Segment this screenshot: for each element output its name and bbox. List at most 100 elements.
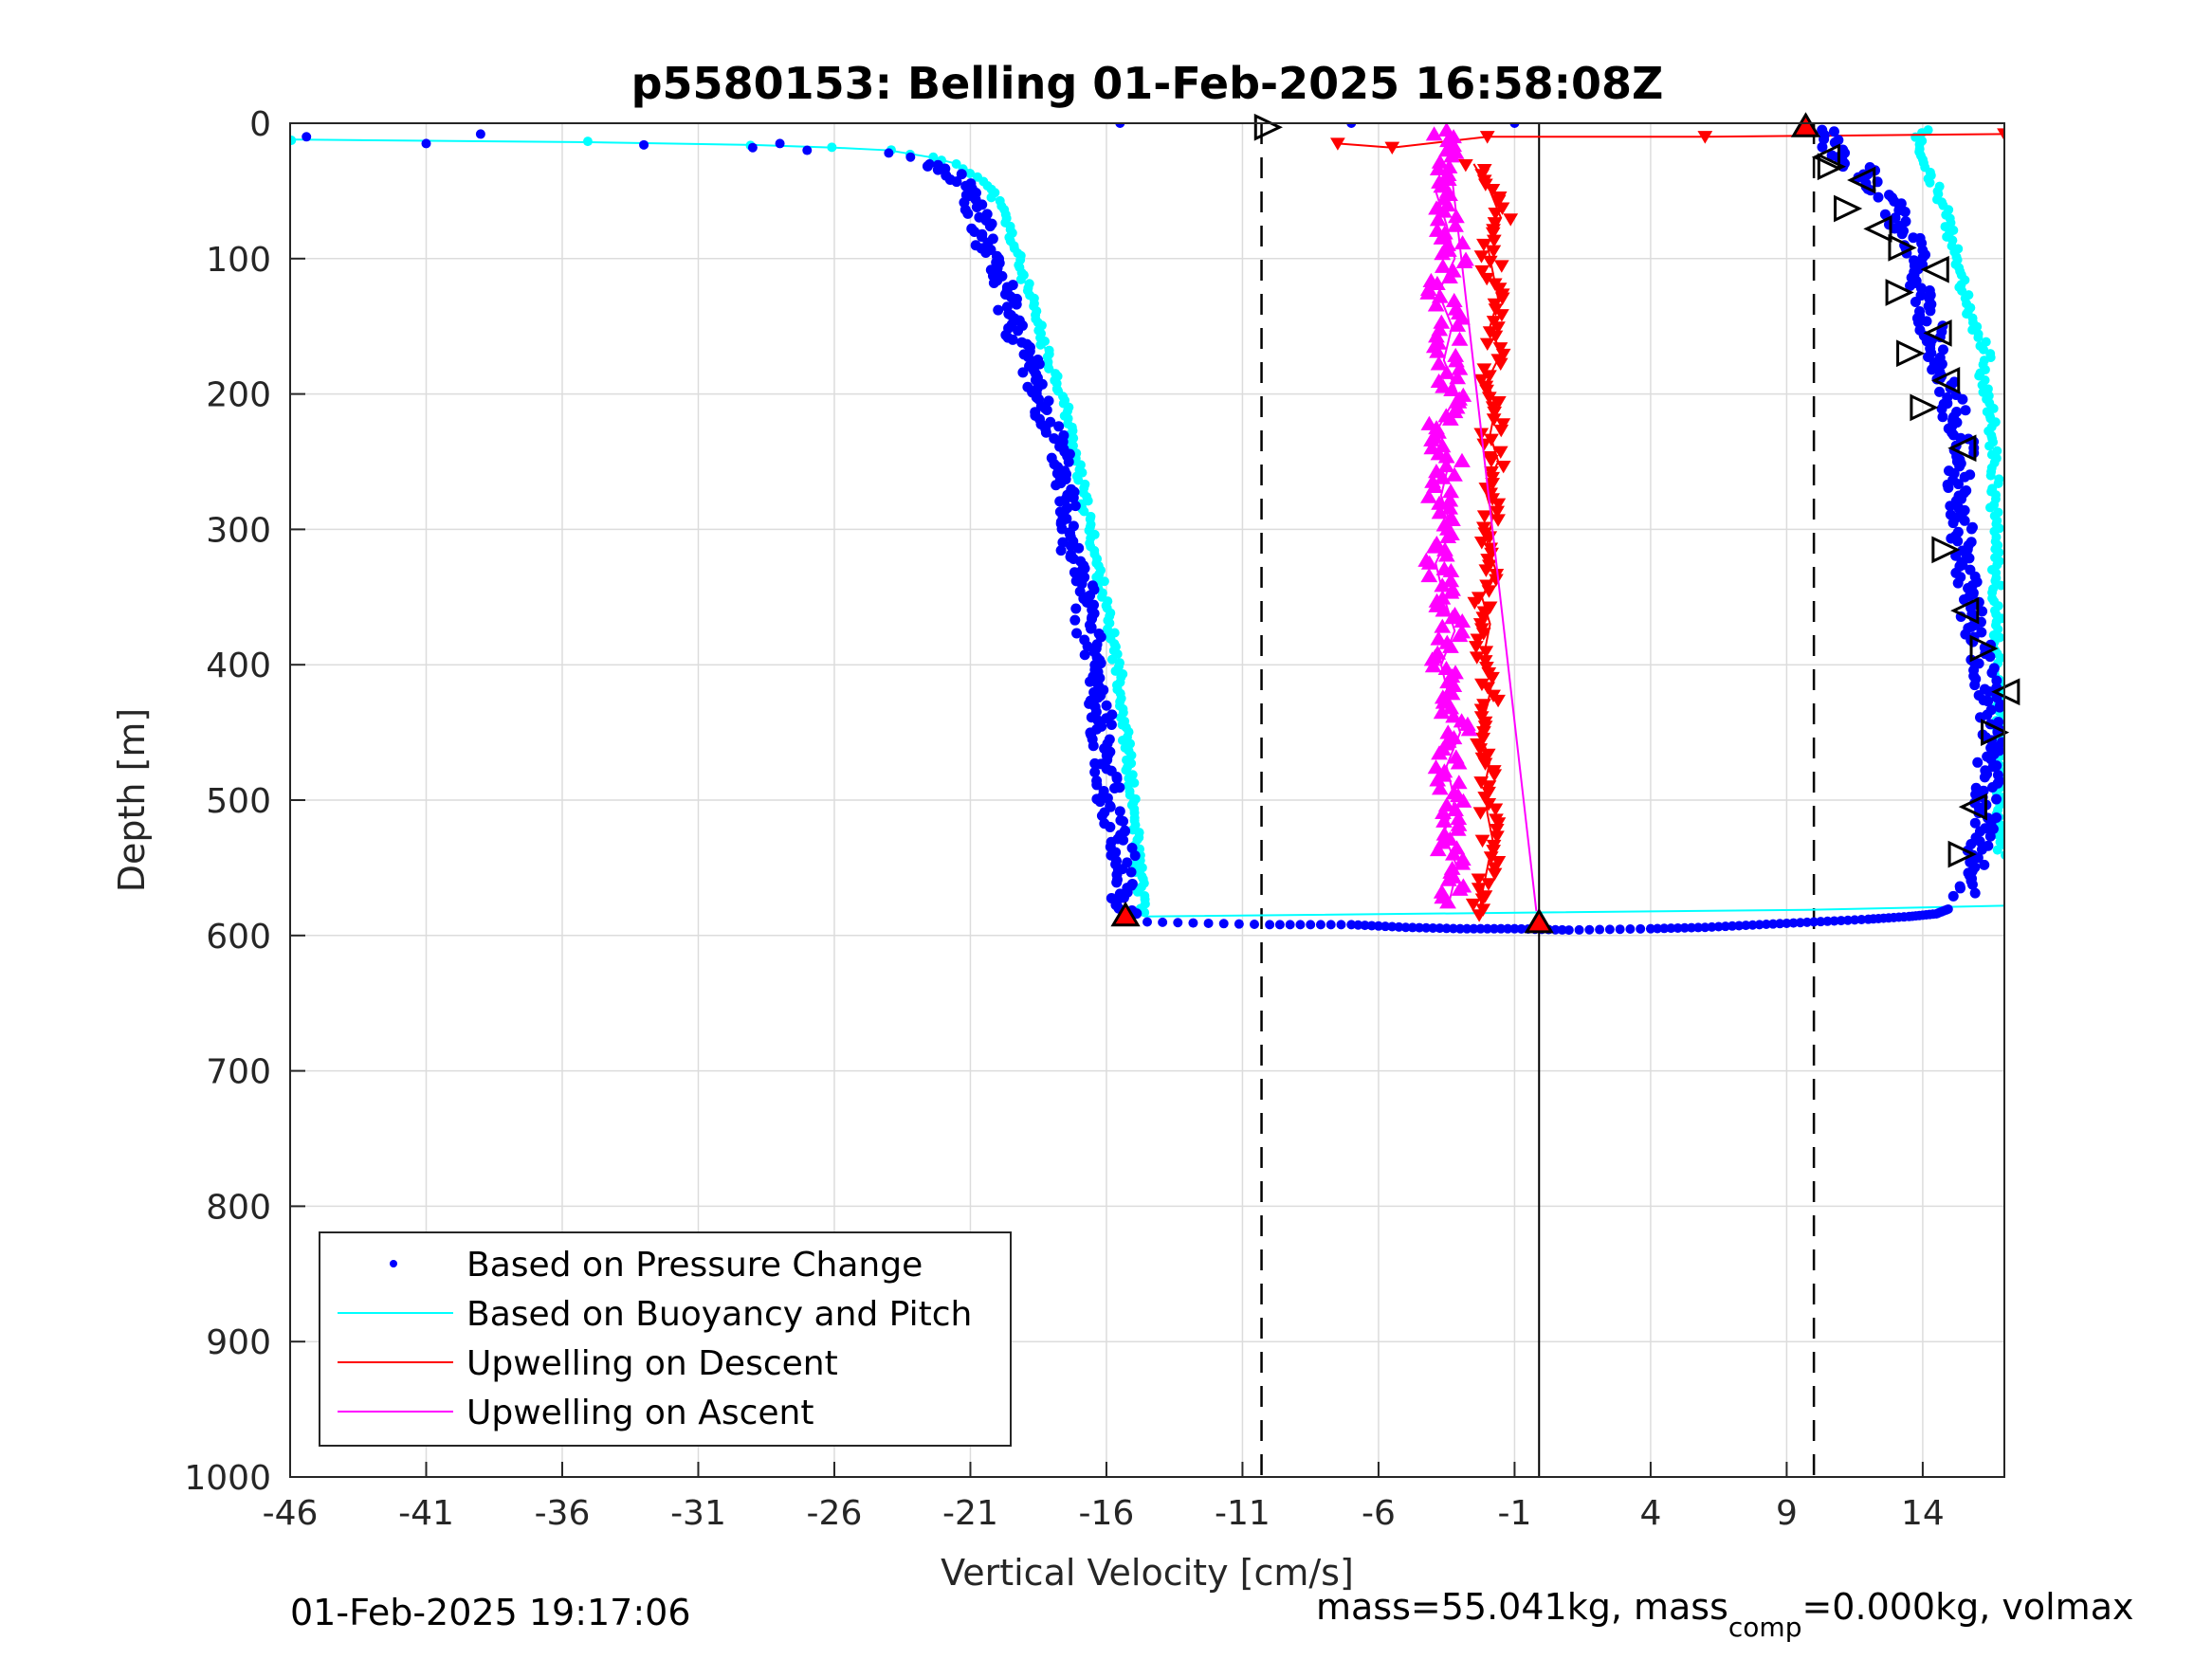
buoyancy-point [1948,225,1959,235]
pressure-point [956,169,967,180]
upwelling-ascent-marker [1450,811,1468,826]
pressure-point [1909,255,1920,266]
upwelling-ascent-marker [1457,251,1474,266]
pressure-point [1636,923,1646,934]
pressure-point [1218,919,1229,929]
upwelling-descent-marker [1492,446,1508,460]
y-tick-label: 800 [206,1188,271,1227]
pressure-point [1873,191,1884,203]
pressure-point [1983,840,1994,851]
upwelling-ascent-marker [1427,297,1445,312]
buoyancy-point [1988,584,1999,594]
open-triangle-marker [1950,596,1980,625]
pressure-point [1118,815,1129,827]
upwelling-descent-marker [1486,845,1502,858]
upwelling-descent-marker [1477,757,1493,771]
buoyancy-point [1140,907,1150,918]
y-tick-label: 400 [206,647,271,685]
grid [289,122,2004,1478]
pressure-point [1250,920,1259,930]
pressure-point [1448,923,1458,934]
upwelling-ascent-marker [1420,415,1438,430]
upwelling-descent-marker [1481,780,1497,793]
buoyancy-point [1985,349,1996,359]
legend-label: Upwelling on Descent [466,1344,838,1383]
footer-timestamp: 01-Feb-2025 19:17:06 [290,1592,691,1633]
upwelling-ascent-marker [1430,356,1448,371]
buoyancy-point [2001,850,2004,860]
upwelling-descent-marker [1472,807,1489,820]
buoyancy-point [1923,125,1933,136]
pressure-point [922,160,933,172]
pressure-point [1992,770,2003,781]
pressure-point [1976,627,1987,638]
pressure-point [475,129,485,139]
pressure-point [1816,917,1826,927]
pressure-point [1509,123,1520,128]
pressure-point [1574,924,1584,935]
pressure-point [802,145,813,155]
pressure-point [1595,924,1605,935]
upwelling-ascent-marker [1441,492,1459,507]
upwelling-descent-marker [1493,424,1509,438]
open-triangle-marker [1931,366,1961,394]
upwelling-ascent-marker [1429,842,1447,857]
buoyancy-point [582,137,593,147]
open-triangle-marker [1885,279,1914,306]
pressure-point [1625,924,1636,935]
upwelling-ascent-marker [1449,317,1467,332]
pressure-point [1040,427,1051,438]
upwelling-ascent-marker [1442,483,1460,499]
pressure-point [1055,545,1067,556]
pressure-point [1111,773,1123,784]
footer-mass-tail: =0.000kg, volmax [1801,1586,2133,1628]
upwelling-ascent-marker [1417,552,1435,567]
upwelling-ascent-marker [1427,759,1445,775]
upwelling-ascent-marker [1429,211,1447,227]
upwelling-descent-marker [1477,792,1493,805]
buoyancy-point [1934,181,1945,191]
pressure-point [1615,924,1625,935]
pressure-point [1007,334,1018,345]
pressure-point [1469,923,1479,934]
ticks: -46 -41 -36 -31 -26 -21 -16 -11 -6 -1 4 9 14 0 100 200 3… [184,105,1944,1533]
pressure-point [1993,717,2004,728]
pressure-point [1653,923,1663,934]
upwelling-ascent-marker [1448,209,1465,224]
pressure-point [1306,920,1316,930]
pressure-point [1057,537,1069,548]
x-tick-label: -46 [263,1494,319,1533]
upwelling-ascent-marker [1447,301,1465,316]
pressure-point [1106,720,1117,731]
upwelling-ascent-marker [1442,573,1460,588]
pressure-point [1111,877,1123,888]
upwelling-descent-marker [1697,131,1713,144]
x-tick-label: -1 [1497,1494,1531,1533]
buoyancy-point [290,136,297,146]
pressure-point [1557,924,1567,935]
buoyancy-point [1981,337,1991,347]
upwelling-ascent-marker [1437,457,1455,473]
upwelling-ascent-marker [1446,466,1463,482]
red-triangle-marker [1524,907,1554,934]
upwelling-ascent-marker [1439,724,1457,739]
pressure-point [1977,606,1988,617]
pressure-point [1071,628,1083,639]
open-triangle-marker [1931,536,1961,564]
open-triangle-marker [1969,634,1999,663]
upwelling-ascent-marker [1434,618,1452,633]
buoyancy-point [1035,339,1046,350]
pressure-point [1115,123,1125,128]
pressure-point [1937,411,1948,423]
open-triangle-marker [1920,255,1949,283]
pressure-point [1720,921,1730,932]
x-tick-label: 4 [1639,1494,1661,1533]
open-triangle-marker [1817,153,1847,181]
upwelling-descent-marker [1492,342,1508,356]
upwelling-descent-marker [1487,406,1503,420]
pressure-point [1101,700,1112,711]
pressure-point [1991,675,2002,686]
x-axis-title: Vertical Velocity [cm/s] [941,1552,1354,1594]
pressure-point [1315,920,1325,930]
pressure-point [1836,916,1846,926]
